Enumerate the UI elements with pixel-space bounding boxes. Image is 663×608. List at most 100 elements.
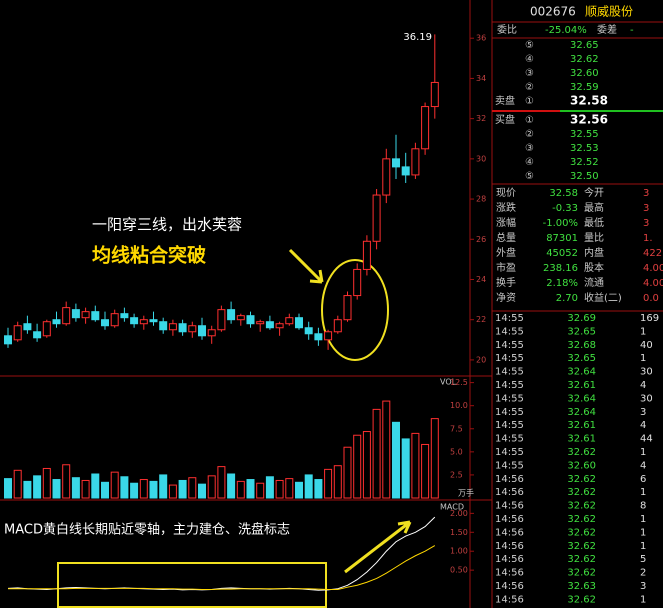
volume-bar — [178, 479, 187, 499]
candle-body — [207, 329, 216, 337]
candle-body — [285, 317, 294, 325]
trade-price: 32.64 — [567, 367, 596, 378]
y-tick-label: 20 — [476, 355, 486, 364]
volume-bar — [81, 479, 90, 499]
volume-bar — [265, 476, 274, 499]
y-tick-label: 26 — [476, 235, 486, 244]
candle-body — [353, 268, 362, 297]
stat-value: 422 — [643, 248, 662, 259]
trade-volume: 1 — [640, 527, 646, 538]
candle-body — [401, 166, 410, 176]
trade-volume: 4 — [640, 420, 646, 431]
stock-name: 顺威股份 — [585, 5, 633, 19]
trade-volume: 40 — [640, 340, 653, 351]
candle-body — [372, 194, 381, 242]
trade-volume: 169 — [640, 313, 659, 324]
candle-body — [91, 311, 100, 321]
trade-price: 32.69 — [567, 313, 596, 324]
trade-time: 14:55 — [495, 460, 524, 471]
trade-volume: 2 — [640, 568, 646, 579]
label: 委比 — [497, 23, 517, 36]
trade-price: 32.64 — [567, 393, 596, 404]
volume-bar — [353, 434, 362, 499]
trade-time: 14:55 — [495, 407, 524, 418]
trade-time: 14:55 — [495, 340, 524, 351]
volume-bar — [168, 484, 177, 499]
bid-price: 32.55 — [570, 129, 599, 140]
volume-bar — [314, 479, 323, 499]
stat-value: 87301 — [546, 233, 578, 244]
volume-bar — [324, 468, 333, 499]
volume-bar — [295, 481, 303, 499]
stat-label: 内盘 — [584, 246, 604, 259]
volume-bar — [149, 480, 158, 499]
ask-level: ① — [525, 96, 534, 107]
trade-price: 32.61 — [567, 420, 596, 431]
volume-bar — [256, 482, 265, 499]
label: 卖盘 — [495, 94, 515, 107]
candle-body — [42, 321, 51, 337]
ask-level: ② — [525, 82, 534, 93]
trade-price: 32.64 — [567, 407, 596, 418]
y-tick-label: 28 — [476, 195, 486, 204]
macd-line — [8, 545, 436, 590]
stat-value: 4.00 — [643, 263, 663, 274]
candle-body — [304, 327, 313, 335]
annotation: 均线粘合突破 — [92, 244, 206, 267]
candle-body — [246, 315, 255, 325]
bid-price: 32.52 — [570, 157, 599, 168]
candle-body — [178, 323, 187, 333]
panel-title: MACD — [440, 503, 464, 512]
trade-volume: 3 — [640, 407, 646, 418]
volume-bar — [33, 475, 42, 499]
volume-bar — [13, 469, 22, 499]
volume-bar — [120, 476, 129, 499]
trade-volume: 6 — [640, 474, 646, 485]
candle-body — [130, 317, 139, 325]
trade-time: 14:55 — [495, 353, 524, 364]
y-tick-label: 30 — [476, 154, 486, 163]
trade-volume: 1 — [640, 541, 646, 552]
trade-volume: 1 — [640, 594, 646, 605]
stat-label: 市盈 — [496, 261, 516, 274]
stat-value: 45052 — [546, 248, 578, 259]
volume-bar — [401, 438, 410, 499]
trade-price: 32.68 — [567, 340, 596, 351]
stat-value: 3 — [643, 188, 649, 199]
candle-body — [275, 323, 284, 329]
stat-label: 涨跌 — [496, 201, 516, 214]
volume-bar — [411, 432, 420, 499]
candle-body — [333, 319, 342, 333]
trade-price: 32.60 — [567, 460, 596, 471]
trade-time: 14:56 — [495, 487, 524, 498]
trade-price: 32.62 — [567, 487, 596, 498]
stat-value: 4.00 — [643, 278, 663, 289]
y-tick-label: 1.00 — [450, 547, 468, 556]
ask-level: ③ — [525, 68, 534, 79]
trade-time: 14:55 — [495, 447, 524, 458]
candle-body — [13, 325, 22, 341]
highlight-box — [57, 562, 327, 608]
bid-level: ④ — [525, 157, 534, 168]
trade-time: 14:55 — [495, 313, 524, 324]
candle-body — [120, 313, 129, 319]
volume-bar — [246, 479, 255, 499]
volume-bar — [91, 473, 100, 499]
bid-level: ⑤ — [525, 171, 534, 182]
volume-bar — [207, 475, 216, 499]
stat-label: 外盘 — [496, 246, 516, 259]
ask-price: 32.60 — [570, 68, 599, 79]
trade-price: 32.65 — [567, 353, 596, 364]
trade-price: 32.62 — [567, 501, 596, 512]
candle-body — [139, 319, 148, 325]
volume-bar — [159, 474, 168, 499]
bid-price: 32.53 — [570, 143, 599, 154]
arrow — [288, 248, 324, 284]
y-tick-label: 12.5 — [450, 378, 468, 387]
value: - — [630, 25, 634, 36]
ask-level: ④ — [525, 54, 534, 65]
trade-time: 14:55 — [495, 393, 524, 404]
stat-value: 3 — [643, 203, 649, 214]
